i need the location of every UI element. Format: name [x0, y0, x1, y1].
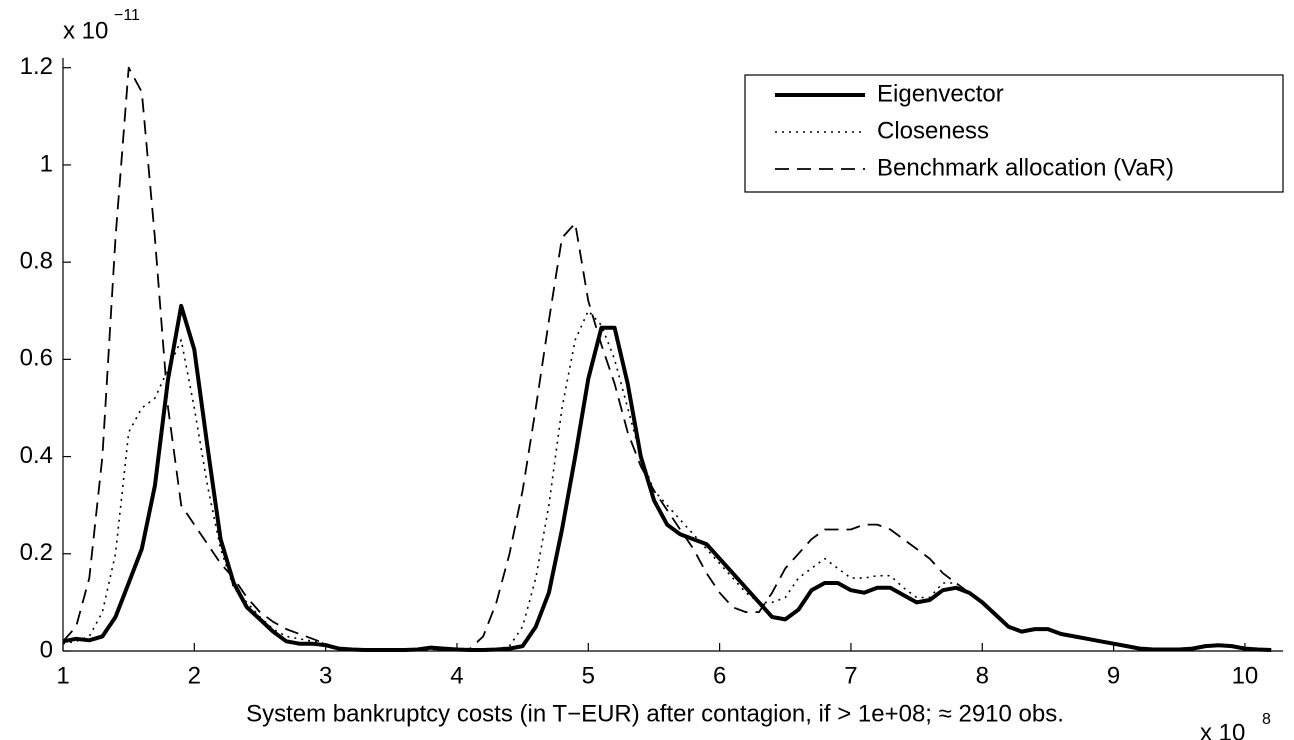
y-tick-label: 0	[40, 636, 53, 663]
x-tick-label: 7	[844, 662, 857, 689]
x-tick-label: 2	[188, 662, 201, 689]
x-tick-label: 9	[1107, 662, 1120, 689]
y-tick-label: 0.8	[20, 247, 53, 274]
legend-label: Benchmark allocation (VaR)	[877, 154, 1174, 181]
y-multiplier: x 10	[63, 17, 108, 44]
x-tick-label: 6	[713, 662, 726, 689]
y-tick-label: 0.2	[20, 539, 53, 566]
y-exponent: −11	[114, 7, 140, 24]
x-tick-label: 4	[450, 662, 463, 689]
legend-label: Eigenvector	[877, 80, 1004, 107]
x-tick-label: 10	[1232, 662, 1259, 689]
x-tick-label: 8	[976, 662, 989, 689]
x-tick-label: 5	[582, 662, 595, 689]
line-series	[62, 310, 1272, 651]
x-tick-label: 1	[56, 662, 69, 689]
y-tick-label: 0.6	[20, 345, 53, 372]
y-tick-label: 0.4	[20, 442, 53, 469]
legend-label: Closeness	[877, 117, 989, 144]
y-tick-label: 1.2	[20, 53, 53, 80]
x-axis-label: System bankruptcy costs (in T−EUR) after…	[246, 700, 1064, 727]
x-exponent: 8	[1262, 711, 1271, 728]
x-multiplier: x 10	[1200, 719, 1245, 740]
x-tick-label: 3	[319, 662, 332, 689]
line-series	[62, 303, 1272, 652]
line-series	[62, 66, 1272, 651]
y-tick-label: 1	[40, 150, 53, 177]
